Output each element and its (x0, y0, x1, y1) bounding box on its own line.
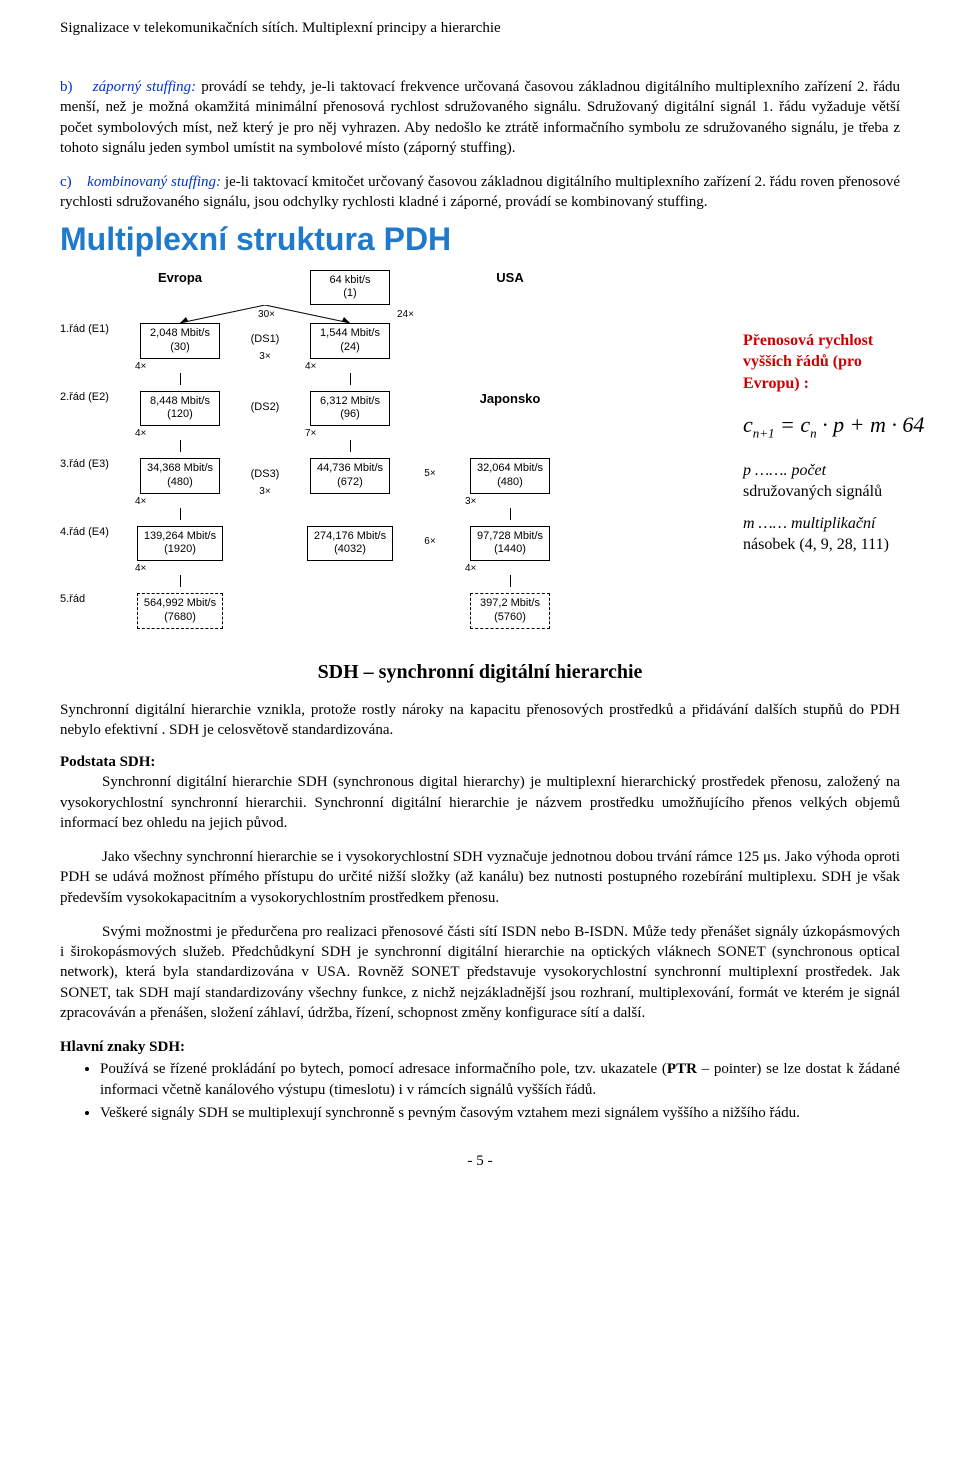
page-header: Signalizace v telekomunikačních sítích. … (60, 20, 900, 37)
page-footer: - 5 - (60, 1153, 900, 1170)
sdh-intro: Synchronní digitální hierarchie vznikla,… (60, 700, 900, 741)
side-heading-l1: Přenosová rychlost (743, 332, 873, 349)
pdh-diagram: Multiplexní struktura PDH Evropa 64 kbit… (60, 221, 900, 629)
side-heading-l2: vyšších řádů (pro (743, 353, 862, 370)
sdh-para-2: Jako všechny synchronní hierarchie se i … (60, 847, 900, 908)
pdh-hierarchy: Evropa 64 kbit/s (1) USA (60, 270, 725, 629)
top-count: (1) (343, 287, 356, 299)
top-mult-us: 24× (397, 309, 414, 320)
hierarchy-node: 34,368 Mbit/s(480) (140, 458, 220, 494)
bullet-2: Veškeré signály SDH se multiplexují sync… (100, 1103, 900, 1123)
diagram-title: Multiplexní struktura PDH (60, 221, 900, 258)
region-usa: USA (455, 270, 565, 285)
hierarchy-node: 8,448 Mbit/s(120) (140, 391, 220, 427)
hierarchy-node: 139,264 Mbit/s(1920) (137, 526, 223, 562)
region-japan: Japonsko (455, 391, 565, 406)
hierarchy-node: 6,312 Mbit/s(96) (310, 391, 390, 427)
ds-label: (DS1) (235, 333, 295, 345)
ds-label: (DS3) (235, 468, 295, 480)
list-item-c: c) kombinovaný stuffing: je-li taktovací… (60, 172, 900, 213)
list-item-b: b) záporný stuffing: provádí se tehdy, j… (60, 77, 900, 158)
side-panel: Přenosová rychlost vyšších řádů (pro Evr… (735, 270, 924, 629)
hierarchy-node: 1,544 Mbit/s(24) (310, 323, 390, 359)
top-rate: 64 kbit/s (330, 274, 371, 286)
region-europe: Evropa (125, 270, 235, 285)
hierarchy-node: 97,728 Mbit/s(1440) (470, 526, 550, 562)
row-order-label: 5.řád (60, 593, 125, 605)
sdh-para-3: Svými možnostmi je předurčena pro realiz… (60, 922, 900, 1023)
row-order-label: 4.řád (E4) (60, 526, 125, 538)
hierarchy-node: 274,176 Mbit/s(4032) (307, 526, 393, 562)
side-heading-l3: Evropu) : (743, 375, 809, 392)
node-top: 64 kbit/s (1) (310, 270, 390, 306)
hierarchy-node: 32,064 Mbit/s(480) (470, 458, 550, 494)
item-c-letter: c) (60, 174, 72, 190)
side-p-text: p ……. počet sdružovaných signálů (743, 460, 924, 503)
podstata-label: Podstata SDH: (60, 754, 155, 770)
hierarchy-node: 2,048 Mbit/s(30) (140, 323, 220, 359)
hierarchy-node: 397,2 Mbit/s(5760) (470, 593, 550, 629)
sdh-bullets: Používá se řízené prokládání po bytech, … (60, 1059, 900, 1123)
row-order-label: 1.řád (E1) (60, 323, 125, 335)
side-m-text: m …… multiplikační násobek (4, 9, 28, 11… (743, 513, 924, 556)
item-b-term: záporný stuffing: (93, 79, 196, 95)
ds-label: (DS2) (235, 401, 295, 413)
sdh-podstata: Podstata SDH: Synchronní digitální hiera… (60, 752, 900, 833)
formula: cn+1 = cn · p + m · 64 (743, 412, 924, 441)
row-order-label: 2.řád (E2) (60, 391, 125, 403)
hierarchy-node: 44,736 Mbit/s(672) (310, 458, 390, 494)
sdh-heading: SDH – synchronní digitální hierarchie (60, 661, 900, 684)
podstata-text: Synchronní digitální hierarchie SDH (syn… (60, 772, 900, 833)
item-b-letter: b) (60, 79, 73, 95)
row-order-label: 3.řád (E3) (60, 458, 125, 470)
hierarchy-node: 564,992 Mbit/s(7680) (137, 593, 223, 629)
znaky-label: Hlavní znaky SDH: (60, 1037, 900, 1057)
bullet-1: Používá se řízené prokládání po bytech, … (100, 1059, 900, 1100)
item-c-term: kombinovaný stuffing: (87, 174, 221, 190)
